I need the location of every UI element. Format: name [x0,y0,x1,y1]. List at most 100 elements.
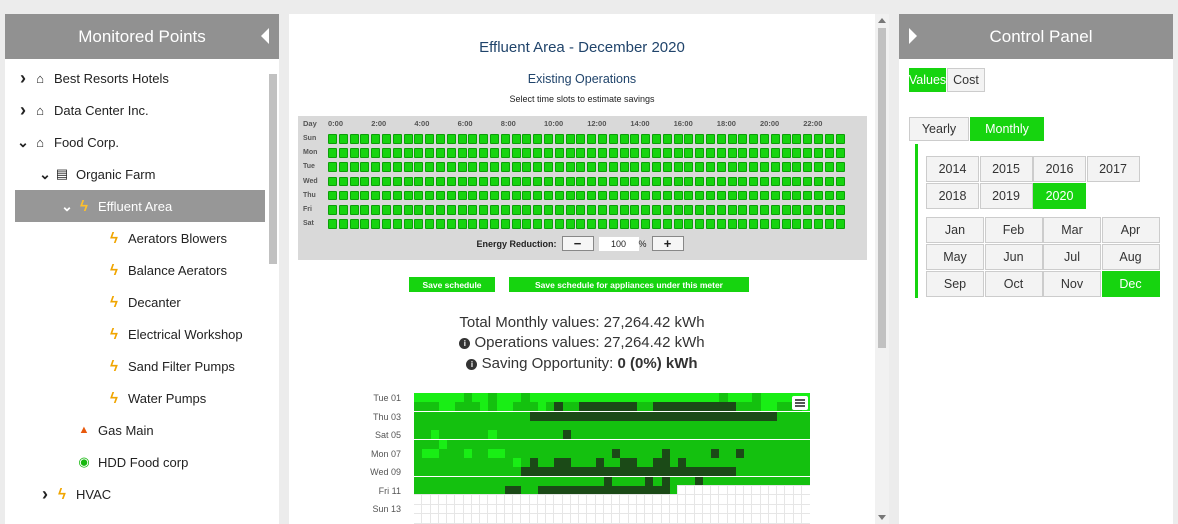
schedule-slot[interactable] [425,219,435,229]
year-button[interactable]: 2015 [979,156,1033,182]
schedule-slot[interactable] [554,148,564,158]
schedule-slot[interactable] [382,190,391,201]
schedule-slot[interactable] [770,205,780,215]
schedule-slot[interactable] [792,176,802,187]
schedule-slot[interactable] [630,205,640,215]
year-button[interactable]: 2014 [926,156,979,182]
schedule-slot[interactable] [749,162,759,172]
schedule-slot[interactable] [608,162,618,172]
schedule-slot[interactable] [792,219,802,229]
save-appliances-schedule-button[interactable]: Save schedule for appliances under this … [509,277,749,292]
schedule-slot[interactable] [403,162,413,172]
schedule-slot[interactable] [544,205,553,215]
schedule-slot[interactable] [576,176,586,187]
schedule-slot[interactable] [641,219,651,229]
schedule-slot[interactable] [835,148,845,158]
schedule-slot[interactable] [500,162,510,172]
month-button[interactable]: Apr [1101,217,1160,243]
schedule-slot[interactable] [587,134,597,144]
schedule-slot[interactable] [403,219,413,229]
schedule-slot[interactable] [403,176,413,187]
schedule-slot[interactable] [738,205,748,215]
tree-item[interactable]: ⌄ ▤ Organic Farm [15,158,265,190]
schedule-slot[interactable] [479,148,489,158]
schedule-slot[interactable] [781,190,791,201]
schedule-slot[interactable] [328,205,337,215]
schedule-slot[interactable] [468,148,478,158]
schedule-slot[interactable] [403,205,413,215]
schedule-slot[interactable] [414,148,424,158]
schedule-slot[interactable] [565,190,575,201]
decrease-button[interactable]: − [561,236,594,251]
chevron-down-icon[interactable]: ⌄ [39,165,51,182]
schedule-slot[interactable] [371,219,381,229]
tree-item[interactable]: › ϟ HVAC [15,478,265,510]
schedule-slot[interactable] [500,205,510,215]
schedule-slot[interactable] [511,205,521,215]
schedule-slot[interactable] [338,148,348,158]
schedule-slot[interactable] [328,176,337,187]
chevron-down-icon[interactable]: ⌄ [17,133,29,150]
schedule-slot[interactable] [716,148,726,158]
schedule-slot[interactable] [403,148,413,158]
schedule-slot[interactable] [565,176,575,187]
schedule-slot[interactable] [760,162,769,172]
schedule-slot[interactable] [727,134,737,144]
chart-menu-icon[interactable] [792,396,808,410]
schedule-slot[interactable] [328,219,337,229]
schedule-slot[interactable] [684,162,694,172]
schedule-slot[interactable] [414,162,424,172]
schedule-slot[interactable] [727,205,737,215]
schedule-slot[interactable] [338,219,348,229]
schedule-slot[interactable] [403,134,413,144]
schedule-slot[interactable] [641,190,651,201]
schedule-slot[interactable] [760,219,769,229]
schedule-slot[interactable] [338,162,348,172]
schedule-slot[interactable] [457,162,467,172]
schedule-slot[interactable] [630,134,640,144]
schedule-slot[interactable] [576,148,586,158]
schedule-slot[interactable] [544,190,553,201]
schedule-slot[interactable] [436,176,445,187]
schedule-slot[interactable] [425,134,435,144]
schedule-slot[interactable] [554,134,564,144]
schedule-slot[interactable] [619,162,629,172]
schedule-slot[interactable] [554,205,564,215]
schedule-slot[interactable] [619,148,629,158]
schedule-slot[interactable] [479,134,489,144]
schedule-slot[interactable] [641,134,651,144]
schedule-slot[interactable] [662,162,672,172]
chevron-right-icon[interactable]: › [42,483,48,504]
schedule-slot[interactable] [544,176,553,187]
schedule-slot[interactable] [803,148,813,158]
schedule-slot[interactable] [587,148,597,158]
schedule-slot[interactable] [673,162,683,172]
schedule-slot[interactable] [781,205,791,215]
schedule-slot[interactable] [803,162,813,172]
schedule-slot[interactable] [706,205,715,215]
schedule-slot[interactable] [479,219,489,229]
increase-button[interactable]: + [651,236,684,251]
schedule-slot[interactable] [824,219,834,229]
tree-item[interactable]: ϟ Aerators Blowers [15,222,265,254]
month-button[interactable]: Jul [1043,244,1101,270]
year-button[interactable]: 2016 [1033,156,1086,182]
schedule-slot[interactable] [684,205,694,215]
year-button[interactable]: 2018 [926,183,979,209]
chevron-right-icon[interactable]: › [20,67,26,88]
schedule-slot[interactable] [392,148,402,158]
schedule-slot[interactable] [716,205,726,215]
info-icon[interactable]: i [466,359,478,370]
schedule-slot[interactable] [338,190,348,201]
schedule-slot[interactable] [392,205,402,215]
tree-item[interactable]: ϟ Water Pumps [15,382,265,414]
schedule-slot[interactable] [749,148,759,158]
schedule-slot[interactable] [414,219,424,229]
schedule-slot[interactable] [587,162,597,172]
tree-item[interactable]: › ⌂ Best Resorts Hotels [15,62,265,94]
schedule-slot[interactable] [403,190,413,201]
schedule-slot[interactable] [576,134,586,144]
schedule-slot[interactable] [835,190,845,201]
schedule-slot[interactable] [598,190,607,201]
month-button[interactable]: Nov [1043,271,1101,297]
